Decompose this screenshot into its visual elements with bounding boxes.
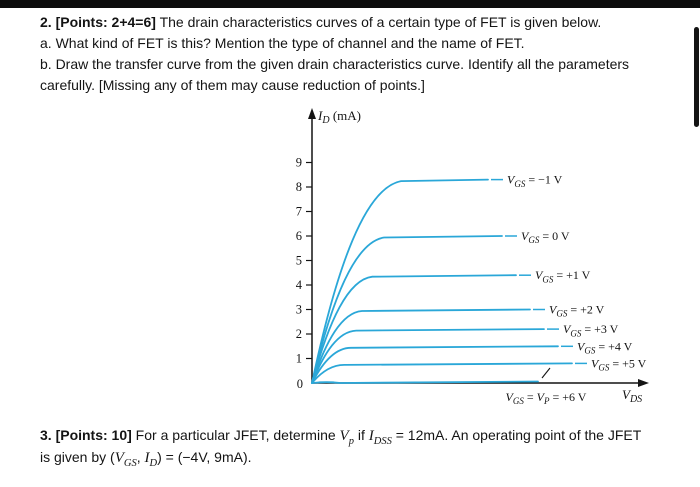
question-3: 3. [Points: 10] For a particular JFET, d… — [40, 425, 700, 469]
question-3-text: , — [136, 449, 145, 465]
math-Idss: I — [368, 428, 374, 444]
question-3-text: For a particular JFET, determine — [131, 427, 340, 443]
y-tick-label: 6 — [296, 229, 302, 243]
question-2-line-3: b. Draw the transfer curve from the give… — [40, 56, 630, 72]
y-tick-label: 5 — [296, 254, 302, 268]
question-3-text: is given by ( — [40, 449, 115, 465]
y-tick-label: 2 — [296, 327, 302, 341]
math-Vp: V — [339, 428, 349, 444]
math-Vgs: V — [114, 450, 124, 466]
question-2-line-4: carefully. [Missing any of them may caus… — [40, 77, 425, 93]
drain-curve-vgs--1 — [311, 178, 489, 384]
y-axis-title: ID (mA) — [317, 108, 361, 126]
y-axis-arrow-icon — [308, 108, 316, 119]
math-Id-sub: D — [149, 457, 158, 469]
drain-curve-vgs-4 — [311, 345, 559, 384]
curve-label-vgs--1: VGS = −1 V — [507, 173, 563, 189]
drain-curve-vgs-0 — [311, 235, 503, 384]
question-2-text: The drain characteristics curves of a ce… — [155, 14, 602, 30]
drain-curve-vgs-1 — [311, 274, 517, 384]
question-3-text: if — [353, 427, 369, 443]
question-3-text: = 12mA. An operating point of the JFET — [391, 427, 642, 443]
y-tick-label: 8 — [296, 180, 302, 194]
question-2: 2. [Points: 2+4=6] The drain characteris… — [40, 12, 700, 96]
drain-curve-vgs-3 — [311, 328, 545, 384]
curve-label-vgs-2: VGS = +2 V — [549, 303, 605, 319]
question-3-text: ) = (−4V, 9mA). — [157, 449, 252, 465]
math-Idss-sub: DSS — [373, 435, 392, 447]
drain-curve-vgs-6 — [311, 380, 539, 384]
x-axis-arrow-icon — [638, 379, 649, 387]
y-tick-label: 7 — [296, 205, 302, 219]
y-tick-label: 3 — [296, 303, 302, 317]
question-3-points: 3. [Points: 10] — [40, 427, 132, 443]
pinch-off-leader — [541, 367, 551, 379]
question-3-line-1: 3. [Points: 10] For a particular JFET, d… — [40, 425, 700, 447]
y-tick-label: 9 — [296, 156, 302, 170]
y-tick-label: 1 — [296, 352, 302, 366]
curve-label-vgs-5: VGS = +5 V — [591, 356, 647, 372]
curve-label-vgs-3: VGS = +3 V — [563, 322, 619, 338]
window-top-bar — [0, 0, 700, 8]
drain-curve-vgs-5 — [311, 362, 573, 384]
origin-label: 0 — [297, 377, 303, 391]
math-Id: I — [144, 450, 150, 466]
question-3-line-2: is given by (VGS, ID) = (−4V, 9mA). — [40, 447, 700, 469]
question-2-line-1: 2. [Points: 2+4=6] The drain characteris… — [40, 12, 700, 33]
question-2-line-2: a. What kind of FET is this? Mention the… — [40, 35, 525, 51]
scrollbar-thumb[interactable] — [694, 27, 699, 127]
curve-label-vgs-1: VGS = +1 V — [535, 268, 591, 284]
y-tick-label: 4 — [296, 278, 303, 292]
drain-curve-vgs-2 — [311, 308, 531, 384]
curve-label-vgs-4: VGS = +4 V — [577, 339, 633, 355]
drain-characteristics-chart: 1 2 3 4 5 6 7 8 9 0 ID (mA) VDS VGS = −1 V VGS = 0 V V… — [296, 108, 649, 406]
math-Vgs-sub: GS — [123, 457, 137, 469]
question-2-points: 2. [Points: 2+4=6] — [40, 14, 156, 30]
curve-label-vgs-0: VGS = 0 V — [521, 229, 570, 245]
drain-characteristics-figure: 1 2 3 4 5 6 7 8 9 0 ID (mA) VDS VGS = −1 V VGS = 0 V V… — [288, 103, 668, 415]
math-Vp-sub: p — [348, 435, 354, 447]
curve-label-vgs-6: VGS = VP = +6 V — [506, 390, 587, 406]
x-axis-title: VDS — [622, 387, 642, 405]
